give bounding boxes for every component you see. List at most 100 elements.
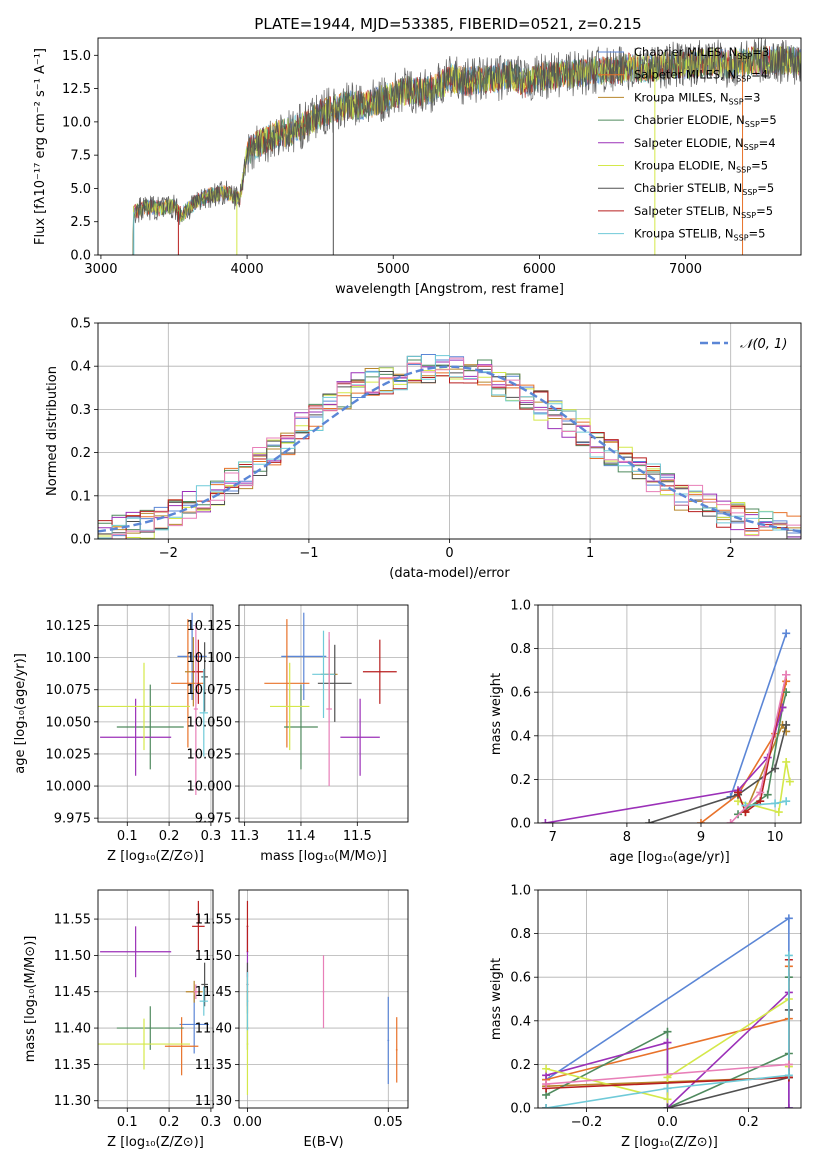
y-tick-label: 0.0 bbox=[70, 249, 91, 264]
chart-spectrum: 3000 4000 5000 6000 7000 0.0 2.5 5.0 7.5 10.0 12.5… bbox=[33, 37, 802, 297]
x-tick-label: 11.3 bbox=[230, 829, 259, 844]
series-marker bbox=[782, 797, 791, 806]
y-axis-label: age [log₁₀(age/yr)] bbox=[13, 653, 28, 774]
legend-count: =5 bbox=[751, 159, 768, 173]
y-tick-label: 15.0 bbox=[62, 49, 91, 64]
y-tick-label: 0.2 bbox=[70, 446, 91, 461]
legend-subscript: SSP bbox=[742, 188, 757, 197]
series-marker bbox=[771, 764, 780, 773]
y-tick-label: 11.35 bbox=[54, 1058, 91, 1073]
legend-text: Chabrier ELODIE, N bbox=[634, 113, 745, 127]
y-tick-label: 11.55 bbox=[195, 913, 232, 928]
chart-age-vs-Z: 0.1 0.2 0.3 9.975 10.000 10.025 10.050 10.075 10… bbox=[13, 604, 222, 864]
series-marker bbox=[782, 629, 791, 638]
legend-subscript: SSP bbox=[736, 166, 751, 175]
x-tick-label: −1 bbox=[299, 546, 318, 561]
series-marker bbox=[784, 1071, 793, 1080]
x-axis-label: mass [log₁₀(M/M⊙)] bbox=[260, 849, 387, 864]
series-marker bbox=[663, 1104, 672, 1108]
series-marker bbox=[542, 1064, 551, 1073]
axes-frame bbox=[537, 604, 802, 824]
y-tick-label: 10.050 bbox=[187, 715, 233, 730]
legend-count: =5 bbox=[749, 227, 766, 241]
x-axis-label: Z [log₁₀(Z/Z⊙)] bbox=[621, 1135, 718, 1150]
y-tick-label: 11.40 bbox=[195, 1022, 232, 1037]
y-tick-label: 12.5 bbox=[62, 82, 91, 97]
legend-label: Kroupa MILES, NSSP=3 bbox=[634, 90, 760, 106]
series-marker bbox=[645, 819, 654, 823]
x-axis-label: wavelength [Angstrom, rest frame] bbox=[335, 282, 564, 297]
legend-label: Chabrier MILES, NSSP=3 bbox=[634, 45, 769, 61]
series-line bbox=[729, 633, 787, 798]
legend-subscript: SSP bbox=[737, 52, 752, 61]
y-tick-label: 0.0 bbox=[510, 817, 531, 832]
y-tick-label: 11.50 bbox=[195, 949, 232, 964]
y-tick-label: 10.075 bbox=[46, 683, 92, 698]
y-axis-label: Normed distribution bbox=[45, 366, 60, 496]
axes-frame bbox=[97, 604, 214, 823]
series-marker bbox=[696, 819, 705, 823]
series-marker bbox=[756, 788, 765, 797]
legend-text: Chabrier STELIB, N bbox=[634, 181, 742, 195]
legend-subscript: SSP bbox=[729, 97, 744, 106]
chart-mass-vs-ebv: 0.00 0.05 11.30 11.35 11.40 11.45 11.50 11.55 E(… bbox=[195, 889, 409, 1150]
series-marker bbox=[541, 819, 550, 823]
spectrum-line bbox=[132, 38, 801, 255]
legend-text: Kroupa ELODIE, N bbox=[634, 159, 736, 173]
y-axis-label: Flux [fλ10⁻¹⁷ erg cm⁻² s⁻¹ A⁻¹] bbox=[33, 48, 48, 245]
x-tick-label: 6000 bbox=[523, 262, 556, 277]
series-marker bbox=[784, 951, 793, 960]
legend-subscript: SSP bbox=[745, 120, 760, 129]
y-tick-label: 1.0 bbox=[510, 884, 531, 899]
y-tick-label: 11.40 bbox=[54, 1022, 91, 1037]
x-tick-label: 0.3 bbox=[201, 829, 222, 844]
x-tick-label: 11.4 bbox=[286, 829, 315, 844]
x-tick-label: 9 bbox=[697, 830, 705, 845]
series-marker bbox=[663, 1027, 672, 1036]
x-tick-label: −2 bbox=[159, 546, 178, 561]
plot-area-mass-vs-ebv bbox=[246, 900, 398, 1095]
y-axis-label: mass weight bbox=[489, 673, 504, 755]
series-line bbox=[737, 761, 791, 814]
series-marker bbox=[763, 790, 772, 799]
legend-subscript: SSP bbox=[736, 75, 751, 84]
legend-label: Salpeter MILES, NSSP=4 bbox=[634, 68, 768, 84]
legend-count: =5 bbox=[757, 181, 774, 195]
y-tick-label: 2.5 bbox=[70, 215, 91, 230]
y-tick-label: 10.100 bbox=[46, 651, 92, 666]
x-tick-label: 10 bbox=[767, 830, 784, 845]
series-marker bbox=[784, 1104, 793, 1108]
legend-text: Chabrier MILES, N bbox=[634, 45, 737, 59]
histogram-step bbox=[98, 357, 801, 539]
series-marker bbox=[784, 914, 793, 923]
axes-frame bbox=[97, 37, 802, 256]
y-tick-label: 0.6 bbox=[510, 686, 531, 701]
series-marker bbox=[784, 1060, 793, 1069]
x-tick-label: 8 bbox=[623, 830, 631, 845]
legend-label: 𝒩(0, 1) bbox=[740, 337, 787, 352]
plot-area-age-vs-mass bbox=[264, 612, 397, 787]
x-tick-label: 11.5 bbox=[343, 829, 372, 844]
x-tick-label: 0.2 bbox=[159, 1115, 180, 1130]
legend-label: Salpeter ELODIE, NSSP=4 bbox=[634, 136, 776, 152]
y-tick-label: 0.8 bbox=[510, 642, 531, 657]
y-tick-label: 0.0 bbox=[70, 533, 91, 548]
x-tick-label: 5000 bbox=[377, 262, 410, 277]
series-line bbox=[545, 955, 790, 1108]
legend-label: Chabrier ELODIE, NSSP=5 bbox=[634, 113, 777, 129]
x-tick-label: 1 bbox=[586, 546, 594, 561]
legend-text: Kroupa MILES, N bbox=[634, 90, 729, 104]
x-tick-label: 0.1 bbox=[117, 1115, 138, 1130]
series-marker bbox=[771, 799, 780, 808]
series-marker bbox=[663, 1038, 672, 1047]
y-tick-label: 11.45 bbox=[54, 985, 91, 1000]
y-tick-label: 11.30 bbox=[54, 1094, 91, 1109]
x-tick-label: 2 bbox=[727, 546, 735, 561]
y-tick-label: 0.6 bbox=[510, 971, 531, 986]
legend-label: Chabrier STELIB, NSSP=5 bbox=[634, 181, 774, 197]
series-marker bbox=[542, 1104, 551, 1108]
plot-area-mass-vs-Z bbox=[98, 900, 209, 1076]
axes-frame bbox=[238, 889, 409, 1109]
y-tick-label: 7.5 bbox=[70, 149, 91, 164]
